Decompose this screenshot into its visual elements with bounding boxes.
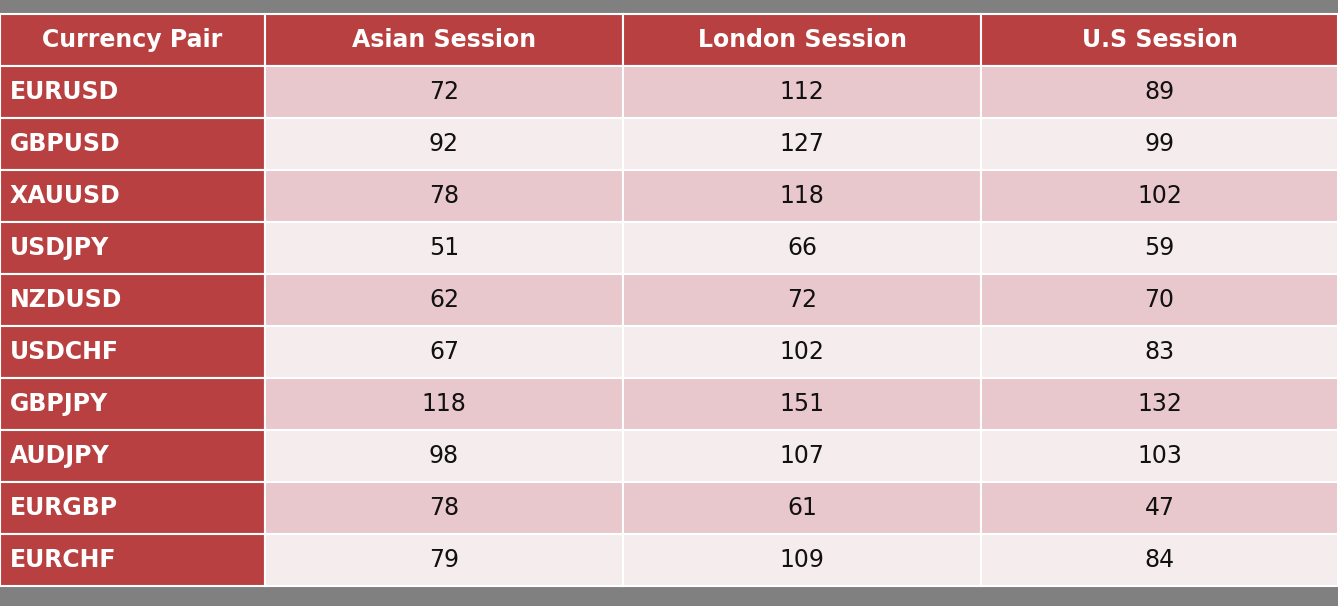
- Text: NZDUSD: NZDUSD: [9, 288, 122, 312]
- Text: 59: 59: [1144, 236, 1175, 260]
- FancyBboxPatch shape: [981, 66, 1338, 118]
- FancyBboxPatch shape: [265, 482, 624, 534]
- FancyBboxPatch shape: [0, 222, 265, 274]
- FancyBboxPatch shape: [265, 326, 624, 378]
- FancyBboxPatch shape: [0, 534, 265, 586]
- FancyBboxPatch shape: [624, 170, 981, 222]
- Text: 89: 89: [1144, 80, 1175, 104]
- FancyBboxPatch shape: [0, 378, 265, 430]
- FancyBboxPatch shape: [981, 430, 1338, 482]
- Text: 78: 78: [429, 496, 459, 520]
- Text: AUDJPY: AUDJPY: [9, 444, 110, 468]
- FancyBboxPatch shape: [0, 274, 265, 326]
- FancyBboxPatch shape: [265, 378, 624, 430]
- FancyBboxPatch shape: [624, 118, 981, 170]
- Text: 79: 79: [429, 548, 459, 572]
- Text: USDJPY: USDJPY: [9, 236, 110, 260]
- Text: 132: 132: [1137, 392, 1181, 416]
- FancyBboxPatch shape: [265, 14, 624, 66]
- Text: 72: 72: [787, 288, 818, 312]
- FancyBboxPatch shape: [0, 66, 265, 118]
- FancyBboxPatch shape: [624, 222, 981, 274]
- Text: 61: 61: [787, 496, 818, 520]
- FancyBboxPatch shape: [265, 222, 624, 274]
- Text: 127: 127: [780, 132, 824, 156]
- FancyBboxPatch shape: [981, 170, 1338, 222]
- FancyBboxPatch shape: [0, 14, 265, 66]
- Text: GBPJPY: GBPJPY: [9, 392, 108, 416]
- FancyBboxPatch shape: [265, 534, 624, 586]
- Text: 102: 102: [1137, 184, 1181, 208]
- FancyBboxPatch shape: [265, 170, 624, 222]
- FancyBboxPatch shape: [0, 482, 265, 534]
- Text: 102: 102: [780, 340, 824, 364]
- Text: 70: 70: [1144, 288, 1175, 312]
- Text: 67: 67: [429, 340, 459, 364]
- FancyBboxPatch shape: [624, 14, 981, 66]
- Text: 83: 83: [1144, 340, 1175, 364]
- Text: USDCHF: USDCHF: [9, 340, 119, 364]
- Text: XAUUSD: XAUUSD: [9, 184, 120, 208]
- Text: 109: 109: [780, 548, 824, 572]
- Text: Asian Session: Asian Session: [352, 28, 537, 52]
- Text: 118: 118: [421, 392, 467, 416]
- FancyBboxPatch shape: [981, 482, 1338, 534]
- Text: London Session: London Session: [697, 28, 907, 52]
- FancyBboxPatch shape: [0, 430, 265, 482]
- Text: EURGBP: EURGBP: [9, 496, 118, 520]
- FancyBboxPatch shape: [624, 274, 981, 326]
- FancyBboxPatch shape: [265, 274, 624, 326]
- Text: Currency Pair: Currency Pair: [43, 28, 222, 52]
- FancyBboxPatch shape: [981, 118, 1338, 170]
- Text: 92: 92: [429, 132, 459, 156]
- Text: 51: 51: [429, 236, 459, 260]
- Text: 99: 99: [1144, 132, 1175, 156]
- FancyBboxPatch shape: [981, 326, 1338, 378]
- Text: 151: 151: [780, 392, 824, 416]
- Text: 118: 118: [780, 184, 824, 208]
- FancyBboxPatch shape: [981, 534, 1338, 586]
- FancyBboxPatch shape: [624, 66, 981, 118]
- Text: 47: 47: [1144, 496, 1175, 520]
- Text: 103: 103: [1137, 444, 1181, 468]
- Text: EURUSD: EURUSD: [9, 80, 119, 104]
- FancyBboxPatch shape: [981, 378, 1338, 430]
- FancyBboxPatch shape: [981, 222, 1338, 274]
- Text: 107: 107: [780, 444, 824, 468]
- FancyBboxPatch shape: [624, 378, 981, 430]
- FancyBboxPatch shape: [624, 430, 981, 482]
- FancyBboxPatch shape: [265, 430, 624, 482]
- FancyBboxPatch shape: [265, 118, 624, 170]
- FancyBboxPatch shape: [0, 170, 265, 222]
- FancyBboxPatch shape: [265, 66, 624, 118]
- Text: 112: 112: [780, 80, 824, 104]
- Text: EURCHF: EURCHF: [9, 548, 116, 572]
- FancyBboxPatch shape: [981, 14, 1338, 66]
- Text: GBPUSD: GBPUSD: [9, 132, 120, 156]
- Text: 98: 98: [429, 444, 459, 468]
- Text: 78: 78: [429, 184, 459, 208]
- Text: 84: 84: [1144, 548, 1175, 572]
- Text: 62: 62: [429, 288, 459, 312]
- Text: U.S Session: U.S Session: [1081, 28, 1238, 52]
- FancyBboxPatch shape: [0, 326, 265, 378]
- FancyBboxPatch shape: [0, 118, 265, 170]
- FancyBboxPatch shape: [981, 274, 1338, 326]
- Text: 72: 72: [429, 80, 459, 104]
- FancyBboxPatch shape: [624, 482, 981, 534]
- Text: 66: 66: [787, 236, 818, 260]
- FancyBboxPatch shape: [624, 326, 981, 378]
- FancyBboxPatch shape: [624, 534, 981, 586]
